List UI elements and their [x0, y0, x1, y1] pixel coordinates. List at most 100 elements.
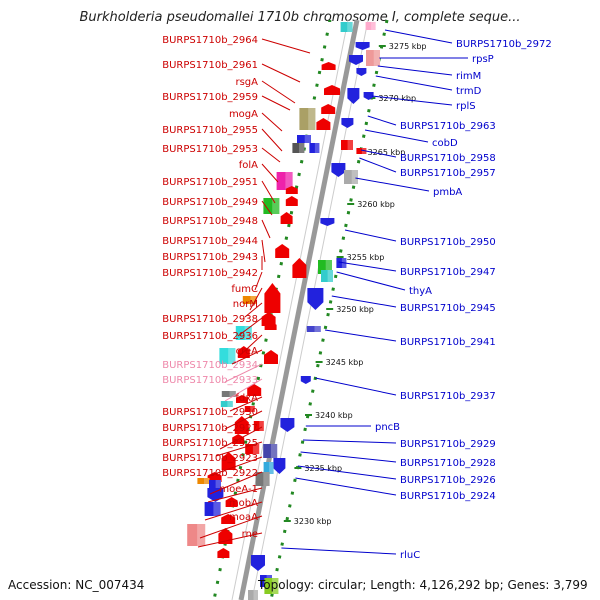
right-gene-label: BURPS1710b_2963: [400, 121, 496, 132]
left-gene-label: folA: [239, 160, 258, 171]
left-label-leader: [261, 128, 283, 152]
left-label-leader: [215, 441, 263, 457]
right-label-leader: [377, 65, 453, 76]
left-label-leader: [261, 239, 266, 263]
gene-box: [321, 270, 333, 282]
left-label-leader: [261, 147, 281, 163]
gene-box: [276, 172, 293, 190]
gene-box-shade: [269, 462, 274, 474]
strand-guide-left: [231, 19, 349, 600]
right-gene-label: rimM: [456, 71, 481, 82]
gene-box: [366, 50, 380, 66]
left-gene-label: moeA-1: [219, 484, 258, 495]
gene-arrow-reverse: [355, 42, 370, 50]
left-label-leader: [219, 426, 263, 450]
gene-box: [336, 258, 347, 268]
gene-box-shade: [304, 135, 311, 143]
gene-arrow-reverse: [363, 92, 374, 100]
gene-arrow-reverse: [207, 488, 224, 502]
right-gene-label: BURPS1710b_2928: [400, 458, 496, 469]
left-gene-label: BURPS1710b_2955: [162, 125, 258, 136]
kbp-tick-label: 3260 kbp: [357, 200, 395, 209]
left-gene-label: rsgA: [235, 77, 258, 88]
left-label-leader: [224, 410, 263, 430]
right-gene-label: pncB: [375, 422, 400, 433]
right-label-leader: [344, 229, 397, 242]
right-gene-label: BURPS1710b_2924: [400, 491, 496, 502]
gene-box-shade: [227, 401, 233, 407]
right-label-leader: [315, 377, 397, 396]
gene-arrow-forward: [247, 384, 262, 396]
gene-arrow-forward: [221, 514, 236, 524]
left-label-leader: [261, 95, 291, 111]
gene-box: [263, 198, 280, 214]
gene-box: [263, 444, 278, 458]
gene-arrow-reverse: [251, 555, 265, 571]
gene-box: [255, 472, 270, 486]
gene-box-shade: [263, 472, 270, 486]
kbp-tick-label: 3235 kbp: [304, 464, 342, 473]
right-label-leader: [281, 547, 397, 555]
left-label-leader: [244, 302, 263, 318]
gene-box-shade: [373, 50, 380, 66]
gene-arrow-forward: [280, 212, 293, 224]
left-gene-label: BURPS1710b_2933: [162, 375, 258, 386]
map-title: Burkholderia pseudomallei 1710b chromoso…: [79, 10, 521, 25]
gene-box-shade: [215, 480, 221, 488]
gene-arrow-forward: [217, 548, 230, 558]
gene-box: [209, 480, 221, 488]
left-gene-label: fdxA: [235, 393, 258, 404]
right-gene-label: BURPS1710b_2926: [400, 475, 496, 486]
gene-box-shade: [351, 170, 358, 184]
gene-box: [264, 578, 279, 594]
gene-box: [356, 148, 367, 154]
gene-arrow-forward: [292, 258, 307, 278]
left-gene-label: BURPS1710b_2925: [162, 438, 258, 449]
right-gene-label: BURPS1710b_2972: [456, 39, 552, 50]
gene-box-shade: [347, 22, 353, 32]
right-gene-label: BURPS1710b_2958: [400, 153, 496, 164]
right-label-leader: [331, 295, 397, 308]
gene-box-shade: [197, 524, 206, 546]
left-label-leader: [231, 349, 263, 365]
right-gene-label: rpsP: [472, 54, 494, 65]
right-label-leader: [338, 261, 397, 272]
gene-box-shade: [252, 444, 260, 454]
gene-box: [248, 590, 258, 600]
gene-box: [292, 143, 305, 153]
left-gene-label: BURPS1710b_2949: [162, 197, 258, 208]
left-gene-label: BURPS1710b_2951: [162, 177, 258, 188]
right-gene-label: BURPS1710b_2947: [400, 267, 496, 278]
left-label-leader: [261, 219, 271, 239]
gene-box: [340, 22, 353, 32]
kbp-tick-label: 3245 kbp: [326, 358, 364, 367]
left-gene-label: BURPS1710b_2959: [162, 92, 258, 103]
gene-box: [306, 326, 321, 332]
gene-box: [197, 478, 210, 484]
kbp-tick-label: 3255 kbp: [347, 253, 385, 262]
kbp-tick-label: 3265 kbp: [368, 148, 406, 157]
left-gene-label: BURPS1710b_2944: [162, 236, 258, 247]
right-gene-label: BURPS1710b_2945: [400, 303, 496, 314]
kbp-tick-label: 3250 kbp: [336, 305, 374, 314]
gene-arrow-reverse: [331, 163, 346, 177]
left-label-leader: [211, 456, 263, 476]
left-gene-label: BURPS1710b_2922: [162, 468, 258, 479]
gene-box-shade: [308, 108, 316, 130]
gene-box-shade: [329, 22, 335, 32]
gene-box-shade: [213, 502, 221, 516]
gene-box: [297, 135, 311, 143]
gene-box: [204, 502, 221, 516]
left-gene-label: moaA: [229, 512, 258, 523]
gene-box-shade: [325, 260, 332, 274]
right-gene-label: BURPS1710b_2957: [400, 168, 496, 179]
gene-box-shade: [270, 444, 278, 458]
left-gene-label: BURPS1710b_2948: [162, 216, 258, 227]
right-gene-label: thyA: [409, 286, 432, 297]
left-label-leader: [261, 80, 296, 104]
left-label-leader: [237, 334, 263, 358]
right-gene-label: BURPS1710b_2950: [400, 237, 496, 248]
gene-box-shade: [314, 143, 320, 153]
gene-arrow-forward: [236, 395, 248, 403]
